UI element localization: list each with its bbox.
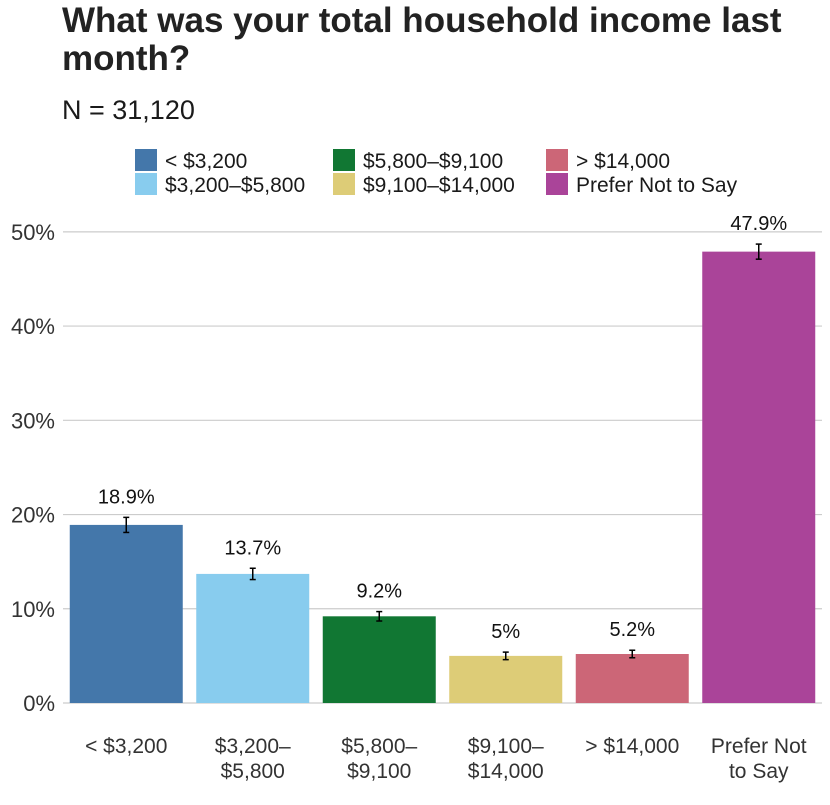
y-tick-label: 20% bbox=[11, 503, 55, 528]
legend-swatch bbox=[333, 149, 355, 171]
x-tick-label: < $3,200 bbox=[85, 735, 167, 758]
chart-title: What was your total household income las… bbox=[62, 1, 782, 78]
bar bbox=[575, 654, 689, 703]
data-labels: 18.9% 13.7% 9.2% 5% 5.2% 47.9% bbox=[98, 213, 787, 643]
legend-label: $3,200–$5,800 bbox=[165, 174, 305, 197]
legend-swatch bbox=[135, 173, 157, 195]
legend-label: $5,800–$9,100 bbox=[363, 150, 503, 173]
x-axis: < $3,200 $3,200–$5,800 $5,800–$9,100 $9,100… bbox=[85, 735, 807, 783]
y-tick-label: 40% bbox=[11, 314, 55, 339]
data-label: 47.9% bbox=[730, 213, 787, 235]
x-tick-label: > $14,000 bbox=[585, 735, 679, 758]
x-tick-label: $9,100– bbox=[468, 735, 544, 758]
x-tick-label: $5,800 bbox=[221, 760, 285, 783]
legend-swatch bbox=[333, 173, 355, 195]
error-bars bbox=[123, 243, 762, 661]
legend-swatch bbox=[135, 149, 157, 171]
legend: < $3,200$3,200–$5,800 $5,800–$9,100$9,100… bbox=[135, 149, 738, 197]
y-tick-label: 0% bbox=[23, 691, 55, 716]
y-tick-label: 10% bbox=[11, 597, 55, 622]
data-label: 5.2% bbox=[609, 619, 655, 641]
legend-swatch bbox=[546, 173, 568, 195]
bar bbox=[322, 616, 436, 703]
x-tick-label: $5,800– bbox=[341, 735, 417, 758]
bars bbox=[69, 251, 816, 703]
bar bbox=[449, 655, 563, 703]
data-label: 13.7% bbox=[224, 537, 281, 559]
y-tick-label: 30% bbox=[11, 408, 55, 433]
legend-label: > $14,000 bbox=[576, 150, 670, 173]
legend-label: Prefer Not to Say bbox=[576, 174, 738, 197]
data-label: 5% bbox=[491, 621, 520, 643]
chart-subtitle: N = 31,120 bbox=[62, 95, 195, 125]
x-tick-label: to Say bbox=[729, 760, 789, 783]
bar bbox=[196, 573, 310, 703]
bar bbox=[69, 524, 183, 703]
bar bbox=[702, 251, 816, 703]
y-axis: 0% 10% 20% 30% 40% 50% bbox=[11, 220, 55, 716]
x-tick-label: Prefer Not bbox=[711, 735, 807, 758]
y-tick-label: 50% bbox=[11, 220, 55, 245]
x-tick-label: $14,000 bbox=[468, 760, 544, 783]
legend-swatch bbox=[546, 149, 568, 171]
data-label: 18.9% bbox=[98, 486, 155, 508]
gridlines bbox=[63, 231, 822, 704]
legend-label: $9,100–$14,000 bbox=[363, 174, 515, 197]
x-tick-label: $9,100 bbox=[347, 760, 411, 783]
data-label: 9.2% bbox=[356, 581, 402, 603]
x-tick-label: $3,200– bbox=[215, 735, 291, 758]
legend-label: < $3,200 bbox=[165, 150, 247, 173]
